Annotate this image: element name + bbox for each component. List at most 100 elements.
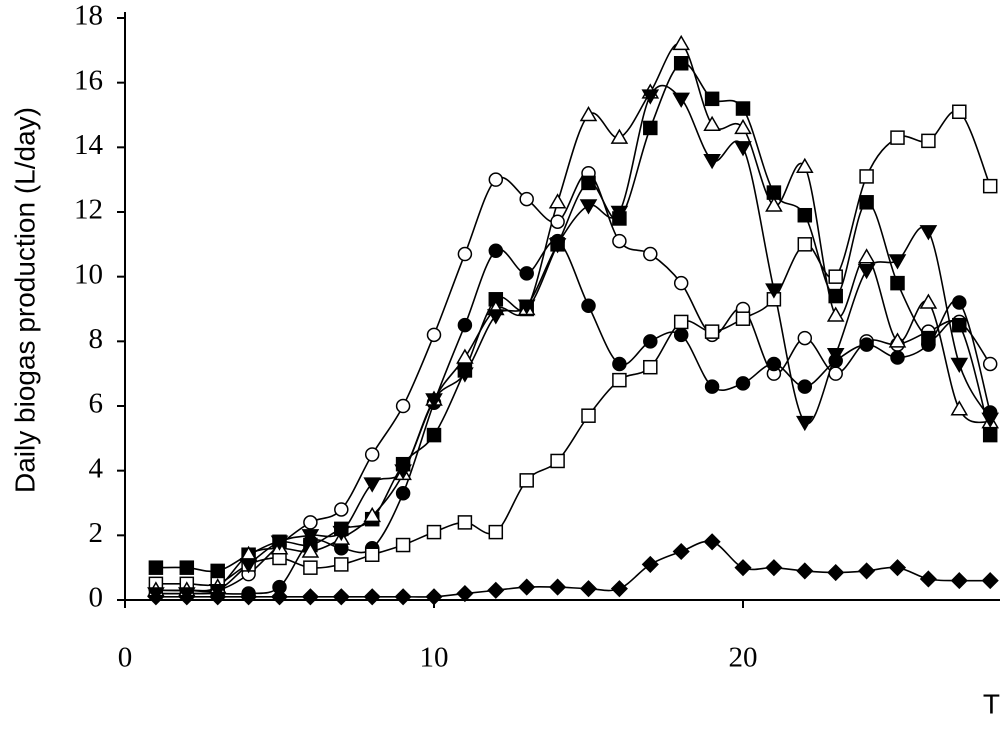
marker: [272, 579, 287, 595]
marker: [982, 178, 998, 194]
marker: [425, 393, 443, 409]
marker: [426, 524, 442, 540]
marker: [858, 562, 876, 580]
marker: [610, 205, 629, 222]
marker: [982, 356, 998, 372]
marker: [643, 120, 658, 136]
marker: [672, 34, 690, 51]
y-tick-label: 10: [74, 258, 103, 290]
marker: [241, 586, 256, 601]
marker: [303, 515, 318, 530]
marker: [643, 246, 658, 262]
marker: [734, 118, 752, 135]
marker: [456, 348, 474, 364]
marker: [332, 525, 351, 542]
marker: [643, 334, 658, 349]
marker: [796, 415, 814, 432]
marker: [332, 588, 350, 606]
marker: [734, 141, 752, 157]
marker: [888, 559, 907, 577]
marker: [766, 356, 782, 372]
marker: [672, 542, 690, 561]
marker: [550, 453, 565, 469]
marker: [363, 477, 381, 493]
marker: [797, 237, 813, 252]
marker: [981, 572, 999, 590]
marker: [888, 332, 907, 348]
marker: [826, 348, 845, 364]
marker: [612, 233, 627, 249]
marker: [179, 560, 195, 575]
x-tick-label: 10: [420, 642, 449, 674]
marker: [178, 587, 196, 603]
marker: [950, 572, 968, 590]
marker: [921, 330, 936, 346]
marker: [890, 275, 905, 291]
marker: [147, 587, 165, 603]
marker: [797, 330, 813, 346]
marker: [488, 172, 504, 187]
marker: [301, 588, 319, 606]
marker: [888, 254, 907, 270]
marker: [518, 578, 536, 596]
y-tick-label: 6: [89, 388, 104, 420]
marker: [703, 154, 721, 170]
marker: [395, 398, 411, 414]
marker: [641, 89, 660, 105]
marker: [610, 580, 628, 598]
marker: [210, 563, 225, 579]
marker: [890, 130, 905, 145]
marker: [364, 447, 380, 462]
marker: [395, 537, 411, 553]
marker: [301, 529, 320, 545]
marker: [641, 555, 659, 573]
series-line: [155, 540, 991, 598]
marker: [921, 133, 936, 149]
marker: [303, 560, 318, 575]
marker: [517, 299, 536, 315]
marker: [859, 195, 874, 210]
marker: [952, 295, 967, 310]
marker: [704, 379, 720, 394]
marker: [581, 408, 596, 423]
marker: [208, 584, 227, 600]
y-tick-label: 4: [89, 452, 104, 484]
marker: [612, 372, 627, 388]
marker: [859, 169, 874, 184]
marker: [704, 324, 720, 339]
marker: [426, 427, 442, 443]
marker: [334, 502, 349, 517]
marker: [581, 175, 596, 191]
marker: [703, 533, 721, 551]
marker: [796, 157, 814, 173]
x-axis-label: T: [983, 688, 1000, 719]
marker: [334, 557, 349, 572]
marker: [703, 115, 721, 131]
marker: [735, 311, 751, 326]
marker: [643, 359, 658, 375]
marker: [457, 317, 473, 333]
marker: [952, 104, 967, 120]
y-tick-label: 8: [89, 323, 104, 355]
marker: [488, 243, 504, 259]
x-tick-label: 0: [118, 642, 133, 674]
marker: [363, 506, 381, 523]
marker: [673, 56, 689, 71]
marker: [859, 337, 874, 352]
y-tick-label: 2: [89, 517, 104, 549]
marker: [487, 581, 505, 599]
marker: [363, 588, 381, 606]
marker: [579, 105, 598, 122]
marker: [857, 263, 876, 280]
marker: [394, 588, 412, 606]
marker: [488, 524, 504, 540]
marker: [735, 101, 751, 116]
y-tick-label: 16: [74, 64, 103, 96]
marker: [734, 559, 752, 577]
series-line: [155, 62, 991, 573]
series-line: [155, 42, 991, 592]
marker: [672, 92, 690, 108]
marker: [519, 473, 534, 488]
